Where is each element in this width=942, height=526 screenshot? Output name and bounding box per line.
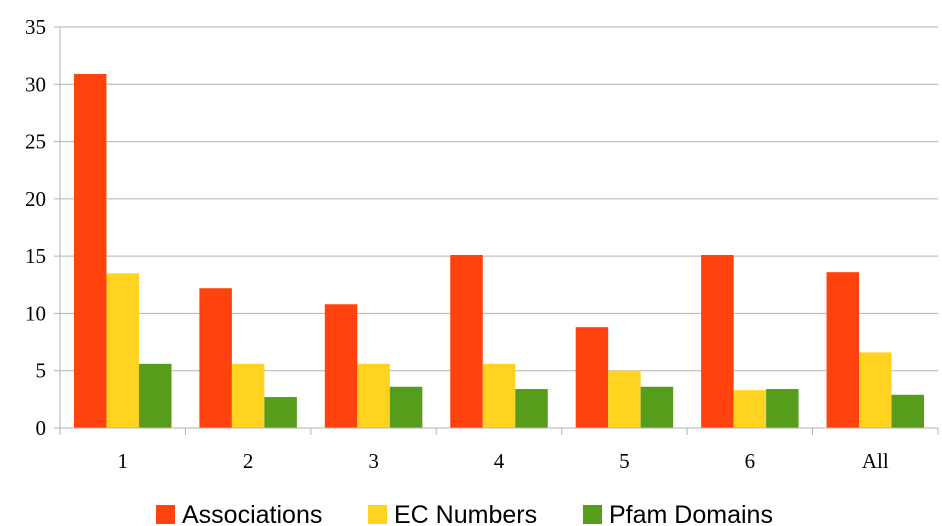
bar-pfam-domains-2 (264, 397, 297, 428)
x-tick-label: 4 (494, 449, 505, 473)
y-tick-label: 25 (25, 130, 46, 154)
legend-label-pfam-domains: Pfam Domains (609, 501, 773, 526)
bar-ec-numbers-all (859, 352, 892, 428)
legend-swatch-ec-numbers (368, 505, 387, 524)
y-tick-label: 10 (25, 301, 46, 325)
legend-swatch-pfam-domains (583, 505, 602, 524)
legend-label-ec-numbers: EC Numbers (394, 501, 537, 526)
x-axis: 1 2 3 4 5 6 All (59, 427, 939, 473)
bar-pfam-domains-4 (515, 389, 548, 428)
bar-associations-5 (575, 327, 609, 428)
bar-pfam-domains-3 (389, 386, 423, 428)
y-tick-label: 0 (36, 416, 47, 440)
bar-pfam-domains-5 (640, 386, 674, 428)
legend-swatch-associations (156, 505, 175, 524)
bar-ec-numbers-4 (482, 363, 516, 428)
y-tick-label: 30 (25, 72, 46, 96)
bar-ec-numbers-3 (357, 363, 390, 428)
bar-associations-6 (701, 254, 734, 428)
bar-ec-numbers-2 (231, 363, 265, 428)
x-tick-label: 3 (368, 449, 379, 473)
x-tick-label: 1 (117, 449, 128, 473)
y-tick-label: 35 (25, 15, 46, 39)
bar-pfam-domains-6 (766, 389, 799, 428)
y-axis: 0 5 10 15 20 25 30 35 (25, 15, 61, 440)
bar-pfam-domains-all (891, 394, 925, 428)
x-tick-label: 6 (745, 449, 756, 473)
bar-associations-all (826, 272, 860, 428)
bar-associations-1 (73, 73, 107, 428)
bar-associations-4 (450, 254, 483, 428)
legend: Associations EC Numbers Pfam Domains (156, 501, 773, 526)
bar-ec-numbers-6 (733, 390, 767, 428)
y-tick-label: 20 (25, 187, 46, 211)
legend-label-associations: Associations (182, 501, 322, 526)
x-tick-label: 5 (619, 449, 630, 473)
y-tick-label: 5 (36, 359, 47, 383)
bar-ec-numbers-1 (106, 273, 139, 428)
bars (73, 73, 925, 428)
bar-associations-2 (199, 288, 232, 428)
x-tick-label: 2 (243, 449, 254, 473)
bar-associations-3 (324, 304, 358, 428)
bar-pfam-domains-1 (138, 363, 172, 428)
bar-ec-numbers-5 (608, 370, 641, 428)
y-tick-label: 15 (25, 244, 46, 268)
x-tick-label: All (862, 449, 889, 473)
